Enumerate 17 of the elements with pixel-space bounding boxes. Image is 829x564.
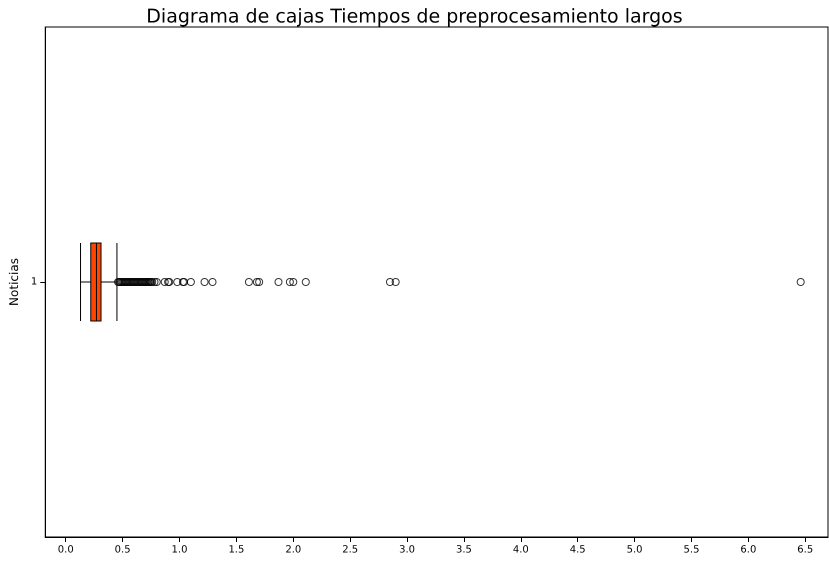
x-tick-label: 1.0 bbox=[172, 544, 188, 556]
x-tick-label: 1.5 bbox=[228, 544, 244, 556]
chart-title: Diagrama de cajas Tiempos de preprocesamiento largos bbox=[146, 6, 683, 28]
x-tick-label: 4.5 bbox=[570, 544, 586, 556]
x-tick-label: 3.5 bbox=[456, 544, 472, 556]
x-tick-label: 5.5 bbox=[684, 544, 700, 556]
x-tick-label: 4.0 bbox=[512, 544, 529, 556]
x-tick-label: 2.0 bbox=[285, 544, 302, 556]
x-tick-label: 3.0 bbox=[399, 544, 416, 556]
x-tick-label: 6.0 bbox=[740, 544, 756, 556]
x-tick-label: 2.5 bbox=[342, 544, 358, 556]
x-tick-label: 5.0 bbox=[626, 544, 643, 556]
y-tick-label: 1 bbox=[30, 276, 38, 288]
x-tick-label: 0.0 bbox=[58, 544, 74, 556]
x-tick-label: 6.5 bbox=[797, 544, 814, 556]
y-axis-title: Noticias bbox=[7, 258, 21, 306]
x-tick-label: 0.5 bbox=[114, 544, 131, 556]
